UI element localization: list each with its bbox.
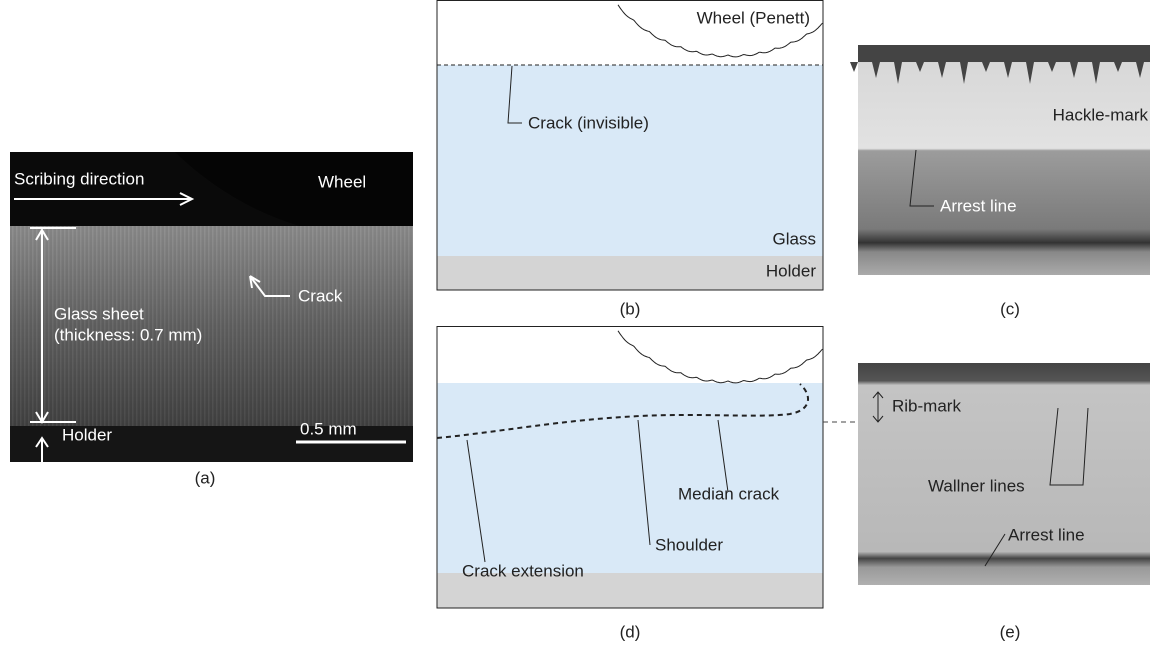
caption: (e) — [1000, 622, 1021, 641]
label: Scribing direction — [14, 169, 144, 188]
label: Glass — [773, 229, 816, 248]
label: Arrest line — [940, 196, 1017, 215]
caption: (c) — [1000, 299, 1020, 318]
panel-c: Hackle-mark Arrest line (c) — [850, 45, 1150, 318]
photo — [858, 45, 1150, 275]
wheel — [618, 331, 823, 383]
label: Crack extension — [462, 561, 584, 580]
label: 0.5 mm — [300, 419, 357, 438]
label: Crack — [298, 286, 343, 305]
label: Holder — [766, 261, 816, 280]
label: Wallner lines — [928, 476, 1025, 495]
label: Crack (invisible) — [528, 113, 649, 132]
label: Holder — [62, 425, 112, 444]
caption: (b) — [620, 299, 641, 318]
label: Rib-mark — [892, 396, 961, 415]
label: (thickness: 0.7 mm) — [54, 325, 202, 344]
panel-b: Wheel (Penett) Crack (invisible) Glass H… — [437, 1, 823, 319]
label: Wheel — [318, 172, 366, 191]
label: Wheel (Penett) — [697, 8, 810, 27]
caption: (a) — [195, 468, 216, 487]
label: Arrest line — [1008, 525, 1085, 544]
figure: Scribing direction Wheel Crack Glass she… — [0, 0, 1156, 646]
panel-d: Crack extension Shoulder Median crack (d… — [437, 327, 918, 642]
panel-e: Rib-mark Wallner lines Arrest line (e) — [858, 363, 1150, 641]
label: Glass sheet — [54, 304, 144, 323]
label: Hackle-mark — [1053, 105, 1149, 124]
label: Median crack — [678, 484, 780, 503]
panel-a: Scribing direction Wheel Crack Glass she… — [10, 152, 413, 487]
label: Shoulder — [655, 535, 723, 554]
caption: (d) — [620, 622, 641, 641]
